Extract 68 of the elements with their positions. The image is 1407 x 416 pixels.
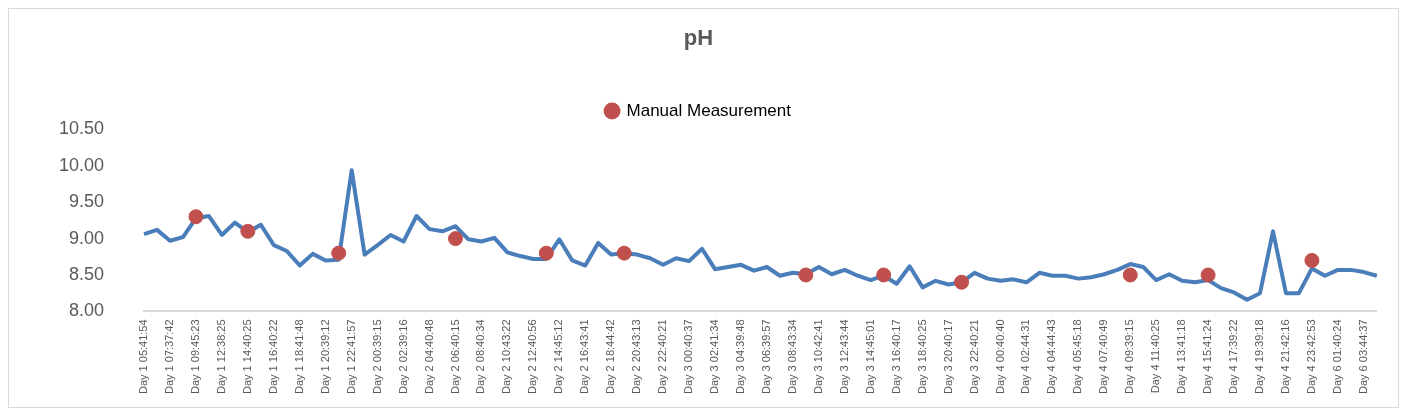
y-tick-label: 8.00 xyxy=(69,300,105,321)
x-tick-label: Day 1 07:37:42 xyxy=(163,319,176,395)
x-tick-label: Day 1 22:41:57 xyxy=(344,319,357,395)
x-tick-label: Day 6 01:40:24 xyxy=(1330,319,1343,395)
x-tick-label: Day 2 04:40:48 xyxy=(422,319,435,395)
x-tick-label: Day 2 12:40:56 xyxy=(526,319,539,395)
legend-label: Manual Measurement xyxy=(626,100,792,120)
y-tick-label: 10.00 xyxy=(59,154,105,175)
x-tick-label: Day 1 16:40:22 xyxy=(266,319,279,395)
x-tick-label: Day 3 10:42:41 xyxy=(811,319,824,395)
x-tick-label: Day 3 04:39:48 xyxy=(733,319,746,395)
x-tick-label: Day 4 13:41:18 xyxy=(1175,319,1188,395)
point xyxy=(1122,267,1138,283)
x-tick-label: Day 4 04:44:43 xyxy=(1045,319,1058,395)
x-tick-label: Day 1 18:41:48 xyxy=(292,319,305,395)
point xyxy=(954,274,970,290)
x-tick-label: Day 3 22:40:21 xyxy=(967,319,980,395)
x-tick-label: Day 2 16:43:41 xyxy=(578,319,591,395)
x-tick-label: Day 3 00:40:37 xyxy=(682,319,695,395)
x-tick-label: Day 3 18:40:25 xyxy=(915,319,928,395)
x-tick-label: Day 1 05:41:54 xyxy=(137,319,150,395)
x-tick-label: Day 4 11:40:25 xyxy=(1149,319,1162,394)
x-tick-label: Day 4 09:39:15 xyxy=(1123,319,1136,395)
x-tick-label: Day 2 10:43:22 xyxy=(500,319,513,395)
x-tick-label: Day 3 14:45:01 xyxy=(863,319,876,395)
x-tick-label: Day 2 00:39:15 xyxy=(370,319,383,395)
y-tick-label: 8.50 xyxy=(69,263,105,284)
point xyxy=(1304,252,1320,268)
y-tick-label: 9.50 xyxy=(69,191,105,212)
x-tick-label: Day 4 05:45:18 xyxy=(1071,319,1084,395)
x-tick-label: Day 2 08:40:34 xyxy=(474,319,487,395)
x-tick-label: Day 3 06:39:57 xyxy=(759,319,772,395)
x-tick-label: Day 4 00:40:40 xyxy=(993,319,1006,395)
y-tick-label: 10.50 xyxy=(59,118,105,139)
x-tick-label: Day 2 22:40:21 xyxy=(656,319,669,395)
x-tick-label: Day 3 08:43:34 xyxy=(785,319,798,395)
x-tick-label: Day 1 12:38:25 xyxy=(214,319,227,395)
x-tick-label: Day 4 15:41:24 xyxy=(1201,319,1214,395)
point xyxy=(188,209,204,225)
point xyxy=(616,245,632,261)
x-tick-label: Day 4 21:42:16 xyxy=(1279,319,1291,395)
point xyxy=(876,267,892,283)
x-tick-label: Day 2 02:39:16 xyxy=(396,319,409,395)
x-tick-label: Day 4 17:39:22 xyxy=(1227,319,1240,395)
x-tick-label: Day 1 14:40:25 xyxy=(240,319,253,395)
x-tick-label: Day 2 06:40:15 xyxy=(448,319,461,395)
x-tick-label: Day 4 23:42:53 xyxy=(1304,319,1317,395)
x-tick-label: Day 4 02:44:31 xyxy=(1019,319,1032,395)
x-tick-label: Day 3 12:43:44 xyxy=(837,319,850,395)
x-tick-label: Day 2 20:43:13 xyxy=(630,319,643,395)
y-tick-label: 9.00 xyxy=(69,227,105,248)
x-tick-label: Day 3 20:40:17 xyxy=(941,319,954,395)
chart-title: pH xyxy=(683,25,714,51)
point xyxy=(538,245,554,261)
point xyxy=(447,231,463,247)
x-tick-label: Day 4 19:39:18 xyxy=(1253,319,1266,395)
point xyxy=(240,223,256,239)
x-tick-label: Day 6 03:44:37 xyxy=(1356,319,1369,395)
point xyxy=(1200,267,1216,283)
x-tick-label: Day 1 09:45:23 xyxy=(188,319,201,395)
x-tick-label: Day 3 16:40:17 xyxy=(889,319,902,395)
x-tick-label: Day 1 20:39:12 xyxy=(318,319,331,395)
point xyxy=(331,245,347,261)
x-tick-label: Day 3 02:41:34 xyxy=(708,319,721,395)
x-tick-label: Day 2 18:44:42 xyxy=(604,319,617,395)
x-tick-label: Day 2 14:45:12 xyxy=(552,319,565,395)
x-tick-label: Day 4 07:40:49 xyxy=(1097,319,1110,395)
point xyxy=(798,267,814,283)
